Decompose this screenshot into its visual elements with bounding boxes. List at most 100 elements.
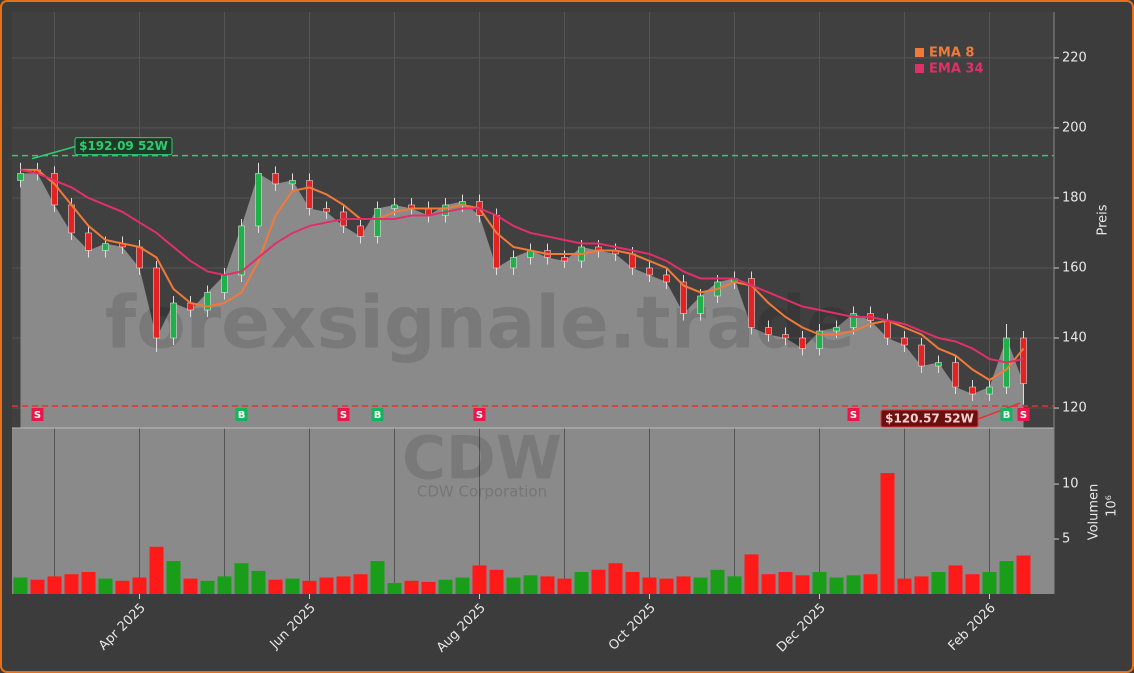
candle-body <box>289 180 296 185</box>
volume-bar <box>30 579 45 594</box>
candle-body <box>170 302 177 339</box>
volume-bar <box>268 579 283 594</box>
candle-body <box>1020 337 1027 384</box>
volume-bar <box>676 576 691 594</box>
volume-bar <box>982 572 997 594</box>
candle-body <box>272 173 279 185</box>
signal-label: S <box>34 410 41 421</box>
volume-bar <box>744 554 759 594</box>
signal-label: S <box>850 410 857 421</box>
volume-bar <box>914 576 929 594</box>
candle-body <box>986 386 993 395</box>
volume-bar <box>64 574 79 594</box>
candle-body <box>85 232 92 251</box>
volume-bar <box>149 546 164 594</box>
candle-body <box>323 208 330 213</box>
candle-body <box>51 173 58 206</box>
hline-label: $192.09 52W <box>79 139 168 153</box>
candle-body <box>136 246 143 269</box>
signal-marker <box>1000 408 1013 421</box>
signal-marker <box>337 408 350 421</box>
volume-bar <box>302 580 317 594</box>
volume-bar <box>863 574 878 594</box>
candle-body <box>629 253 636 269</box>
hline-label: $120.57 52W <box>885 412 974 426</box>
hline-arrow <box>977 402 1021 420</box>
volume-bar <box>132 577 147 594</box>
watermark: forexsignale.trade <box>105 281 855 365</box>
candle-body <box>510 257 517 269</box>
candle-body <box>238 225 245 276</box>
volume-bar <box>98 578 113 594</box>
volume-bar <box>234 563 249 594</box>
symbol-watermark: CDW <box>402 424 562 494</box>
signal-marker <box>1017 408 1030 421</box>
candle-body <box>442 204 449 216</box>
candle-body <box>748 278 755 328</box>
y-axis-label: Preis <box>1096 204 1111 235</box>
candle-body <box>391 204 398 209</box>
volume-bar <box>778 572 793 594</box>
legend-swatch <box>915 64 924 73</box>
volume-bar <box>557 578 572 594</box>
candle-body <box>918 344 925 367</box>
candle-body <box>204 292 211 311</box>
y-tick-label: 160 <box>1062 260 1087 275</box>
candle-body <box>765 327 772 335</box>
candle-body <box>663 274 670 283</box>
volume-bar <box>931 572 946 594</box>
signal-marker <box>371 408 384 421</box>
candle-body <box>153 267 160 339</box>
volume-bar <box>642 577 657 594</box>
y-tick-label: 120 <box>1062 401 1087 416</box>
price-area <box>20 173 1024 428</box>
volume-bar <box>404 580 419 594</box>
volume-bar <box>795 575 810 594</box>
volume-bar <box>659 578 674 594</box>
candle-body <box>799 337 806 349</box>
company-watermark: CDW Corporation <box>417 483 547 501</box>
volume-bar <box>999 561 1014 594</box>
volume-bar <box>812 572 827 594</box>
signal-label: B <box>374 410 382 421</box>
legend-label: EMA 34 <box>929 62 984 77</box>
y-tick-label: 200 <box>1062 120 1087 135</box>
signal-label: S <box>340 410 347 421</box>
volume-bar <box>880 473 895 594</box>
y-tick-label: 180 <box>1062 190 1087 205</box>
ema-line <box>20 168 1025 382</box>
volume-bar <box>438 579 453 594</box>
signal-marker <box>473 408 486 421</box>
volume-bar <box>1016 555 1031 594</box>
volume-bar <box>421 581 436 594</box>
candle-body <box>561 257 568 262</box>
volume-bar <box>81 572 96 594</box>
volume-bar <box>591 569 606 594</box>
volume-bar <box>897 578 912 594</box>
volume-bar <box>166 561 181 594</box>
volume-panel <box>12 428 1054 594</box>
legend-swatch <box>915 48 924 57</box>
volume-bar <box>948 565 963 594</box>
signal-marker <box>847 408 860 421</box>
signal-label: S <box>476 410 483 421</box>
volume-bar <box>336 576 351 594</box>
candle-body <box>493 215 500 269</box>
volume-bar <box>319 577 334 594</box>
volume-bar <box>217 576 232 594</box>
volume-bar <box>965 574 980 594</box>
volume-bar <box>506 577 521 594</box>
volume-bar <box>761 574 776 594</box>
volume-multiplier: 10⁶ <box>1105 495 1120 517</box>
signal-label: B <box>1003 410 1011 421</box>
candle-body <box>782 334 789 339</box>
volume-bar <box>115 580 130 594</box>
candle-body <box>969 386 976 395</box>
signal-marker <box>31 408 44 421</box>
candle-body <box>816 330 823 349</box>
candle-body <box>646 267 653 276</box>
volume-tick-label: 5 <box>1062 532 1070 547</box>
candle-body <box>697 295 704 314</box>
volume-bar <box>13 577 28 594</box>
